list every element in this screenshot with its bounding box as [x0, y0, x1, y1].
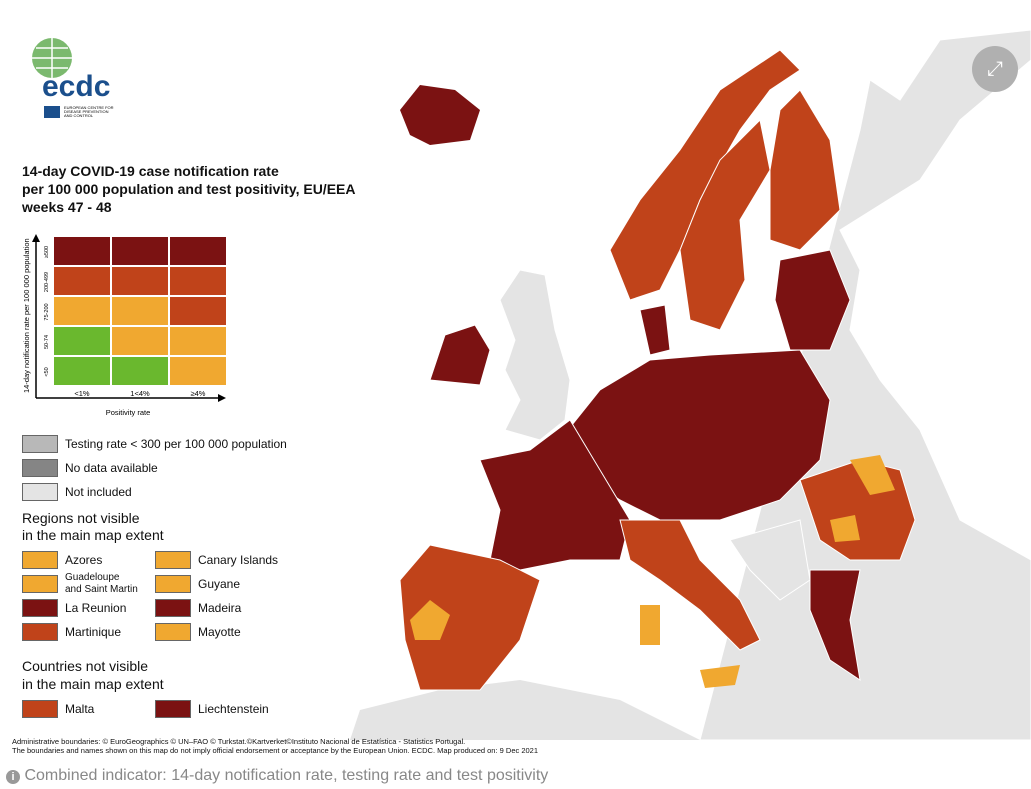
matrix-cell — [54, 327, 110, 355]
africa — [350, 680, 700, 740]
ireland — [429, 324, 491, 386]
matrix-cell — [112, 327, 168, 355]
matrix-cell — [112, 357, 168, 385]
legend-swatch — [22, 483, 58, 501]
caption: i Combined indicator: 14-day notificatio… — [6, 767, 548, 785]
legend-label: La Reunion — [65, 601, 127, 615]
title: per 100 000 population and test positivi… — [22, 181, 356, 197]
legend-swatch — [22, 551, 58, 569]
legend-label: No data available — [65, 461, 158, 475]
legend-swatch — [22, 623, 58, 641]
legend-swatch — [155, 700, 191, 718]
matrix-cell — [170, 297, 226, 325]
matrix-cell — [170, 357, 226, 385]
matrix-cell — [112, 267, 168, 295]
sweden — [679, 118, 771, 331]
matrix-cell — [112, 297, 168, 325]
expand-button[interactable]: ⤢ — [972, 46, 1018, 92]
row-label: 50-74 — [44, 335, 50, 349]
matrix-cell — [170, 327, 226, 355]
matrix-cell — [112, 237, 168, 265]
matrix-cell — [54, 237, 110, 265]
norway — [609, 49, 801, 301]
logo-sub: EUROPEAN CENTRE FOR — [64, 105, 114, 110]
baltics — [774, 249, 851, 351]
legend-label: Guyane — [198, 577, 241, 591]
title: 14-day COVID-19 case notification rate — [22, 163, 279, 179]
logo-sub: AND CONTROL — [64, 113, 94, 118]
romania-north — [850, 455, 895, 495]
matrix-cell — [170, 237, 226, 265]
legend-swatch — [22, 700, 58, 718]
matrix-cell — [54, 267, 110, 295]
x-label: Positivity rate — [106, 408, 151, 417]
denmark — [639, 304, 671, 356]
legend-label: Madeira — [198, 601, 242, 615]
matrix-cell — [170, 267, 226, 295]
regions-heading: Regions not visible — [22, 510, 140, 526]
legend-label: Guadeloupe and Saint Martin — [65, 572, 138, 595]
legend-label: Mayotte — [198, 625, 241, 639]
column-label: <1% — [74, 389, 90, 398]
legend-label: Martinique — [65, 625, 122, 639]
row-label: <50 — [44, 367, 50, 376]
sardinia — [640, 605, 660, 645]
uk — [499, 269, 571, 441]
row-label: 200-499 — [44, 272, 50, 292]
legend-swatch — [22, 435, 58, 453]
column-label: ≥4% — [191, 389, 206, 398]
logo-name: ecdc — [42, 70, 110, 103]
legend-swatch — [155, 551, 191, 569]
iberia — [399, 544, 541, 691]
countries-heading: Countries not visible — [22, 658, 149, 674]
romania-region — [830, 515, 860, 542]
row-label: ≥500 — [44, 246, 50, 258]
legend-swatch — [155, 623, 191, 641]
row-label: 75-200 — [44, 303, 50, 320]
matrix: 14-day notification rate per 100 000 pop… — [22, 234, 226, 417]
italy — [619, 519, 761, 651]
logo: ecdc EUROPEAN CENTRE FOR DISEASE PREVENT… — [32, 38, 114, 118]
caption-text: Combined indicator: 14-day notification … — [24, 767, 549, 784]
footer: The boundaries and names shown on this m… — [12, 746, 539, 755]
legend-swatch — [22, 575, 58, 593]
france — [479, 419, 631, 571]
legend-swatch — [22, 599, 58, 617]
logo-sub: DISEASE PREVENTION — [64, 109, 109, 114]
y-label: 14-day notification rate per 100 000 pop… — [22, 238, 31, 393]
legend-label: Malta — [65, 702, 95, 716]
greece — [809, 569, 861, 682]
map — [350, 29, 1031, 740]
countries-heading: in the main map extent — [22, 676, 164, 692]
finland — [769, 89, 841, 251]
iceland — [400, 85, 480, 145]
legend-label: Testing rate < 300 per 100 000 populatio… — [65, 437, 287, 451]
castile — [410, 600, 450, 640]
legend-label: Azores — [65, 553, 103, 567]
footer: Administrative boundaries: © EuroGeograp… — [12, 737, 466, 746]
legend-label: Canary Islands — [198, 553, 279, 567]
sicily — [700, 665, 740, 688]
title: weeks 47 - 48 — [22, 199, 112, 215]
balkans — [729, 519, 811, 601]
column-label: 1<4% — [130, 389, 150, 398]
legend-swatch — [155, 599, 191, 617]
central-europe — [559, 349, 831, 521]
legend-swatch — [22, 459, 58, 477]
legend-label: Liechtenstein — [198, 702, 269, 716]
matrix-cell — [54, 357, 110, 385]
matrix-cell — [54, 297, 110, 325]
legend-swatch — [155, 575, 191, 593]
regions-heading: in the main map extent — [22, 527, 164, 543]
legend-label: Not included — [65, 485, 132, 499]
